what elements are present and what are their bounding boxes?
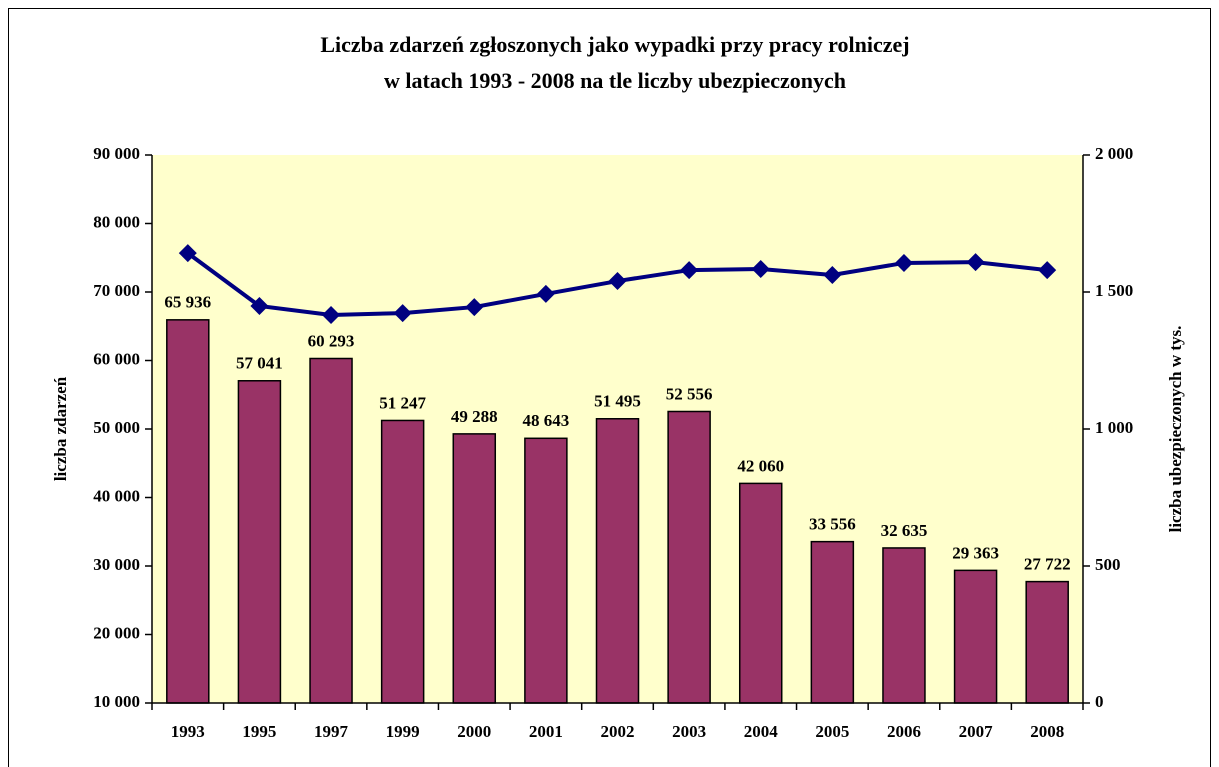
x-tick-label: 2003 [672,722,706,741]
bar [452,433,497,704]
bar [524,437,568,704]
y-tick-label: 20 000 [93,623,140,642]
bar [380,419,425,704]
bar [1025,580,1069,704]
y2-axis-title: liczba ubezpieczonych w tys. [1166,326,1185,533]
data-label: 57 041 [236,354,283,373]
x-tick-label: 1997 [314,722,349,741]
chart-title: Liczba zdarzeń zgłoszonych jako wypadki … [320,32,909,57]
y-tick-label: 40 000 [93,486,140,505]
data-label: 42 060 [737,456,784,475]
data-label: 49 288 [451,407,498,426]
data-label: 27 722 [1024,555,1071,574]
marker [680,261,699,280]
y2-tick-label: 1 000 [1095,418,1133,437]
bar [810,540,855,704]
bar [595,418,640,704]
bar [237,380,282,704]
bar [882,547,926,704]
marker [322,306,341,325]
y-tick-label: 50 000 [93,418,140,437]
x-tick-label: 1993 [171,722,205,741]
marker [894,253,913,272]
y-tick-label: 30 000 [93,555,140,574]
data-label: 29 363 [952,543,999,562]
data-label: 60 293 [308,331,355,350]
y2-tick-label: 1 500 [1095,281,1133,300]
y2-tick-label: 2 000 [1095,144,1133,163]
x-tick-label: 2006 [887,722,921,741]
y-tick-label: 90 000 [93,144,140,163]
data-label: 48 643 [523,411,570,430]
data-label: 52 556 [666,384,713,403]
bar [953,569,998,704]
x-tick-label: 1995 [242,722,276,741]
x-tick-label: 2001 [529,722,563,741]
data-label: 33 556 [809,515,856,534]
data-label: 65 936 [164,293,211,312]
x-tick-label: 1999 [386,722,420,741]
y2-tick-label: 0 [1095,692,1104,711]
marker [823,266,842,285]
marker [608,272,627,291]
x-tick-label: 2007 [959,722,994,741]
marker [178,244,197,263]
bar [738,482,783,704]
x-tick-label: 2000 [457,722,491,741]
x-tick-label: 2002 [601,722,635,741]
x-tick-label: 2008 [1030,722,1064,741]
data-label: 51 495 [594,392,641,411]
bar [309,357,353,704]
data-label: 32 635 [881,521,928,540]
y-tick-label: 60 000 [93,349,140,368]
x-tick-label: 2005 [815,722,849,741]
marker [250,296,269,315]
data-label: 51 247 [379,393,426,412]
marker [465,298,484,317]
x-tick-label: 2004 [744,722,779,741]
y-tick-label: 80 000 [93,212,140,231]
y2-tick-label: 500 [1095,555,1121,574]
marker [393,304,412,323]
y-axis-title: liczba zdarzeń [51,376,70,481]
y-tick-label: 10 000 [93,692,140,711]
marker [966,253,985,272]
bar [166,319,210,704]
marker [1038,261,1057,280]
chart-title: w latach 1993 - 2008 na tle liczby ubezp… [384,68,846,93]
bar [667,410,711,704]
marker [751,259,770,278]
y-tick-label: 70 000 [93,281,140,300]
marker [536,284,555,303]
